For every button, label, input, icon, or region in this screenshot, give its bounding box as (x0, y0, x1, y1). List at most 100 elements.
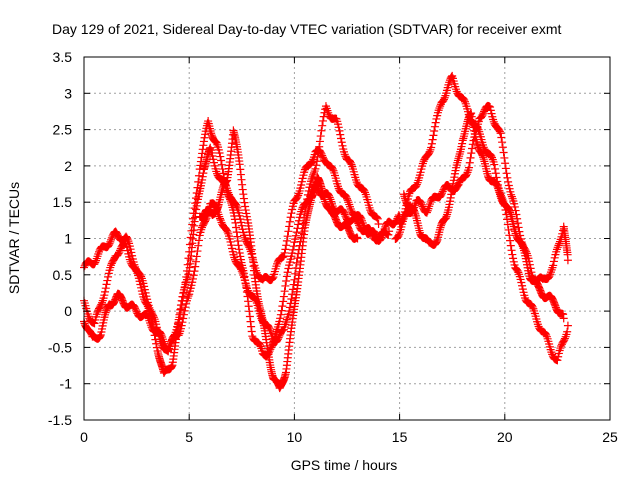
data-point (545, 271, 554, 280)
data-point (317, 126, 326, 135)
data-point (215, 149, 224, 158)
data-point (294, 220, 303, 229)
data-point (192, 189, 201, 198)
data-point (175, 313, 184, 322)
data-point (468, 116, 477, 125)
data-point (412, 180, 421, 189)
x-tick-label: 25 (602, 429, 618, 445)
data-point (518, 240, 527, 249)
data-point (193, 247, 202, 256)
data-point (84, 312, 93, 321)
data-point (361, 188, 370, 197)
data-point (274, 333, 283, 342)
data-point (467, 112, 476, 121)
data-point (309, 170, 318, 179)
data-point (283, 232, 292, 241)
data-point (312, 157, 321, 166)
data-point (131, 265, 140, 274)
data-point (500, 153, 509, 162)
data-point (320, 195, 329, 204)
data-point (151, 335, 160, 344)
data-point (367, 228, 376, 237)
y-tick-label: -1 (60, 376, 73, 392)
data-point (287, 209, 296, 218)
data-point (337, 138, 346, 147)
data-point (231, 255, 240, 264)
data-point (184, 254, 193, 263)
data-point (115, 248, 124, 257)
data-point (336, 134, 345, 143)
data-point (450, 173, 459, 182)
data-point (510, 202, 519, 211)
data-point (244, 297, 253, 306)
data-point (324, 108, 333, 117)
data-point (554, 241, 563, 250)
data-point (186, 233, 195, 242)
data-point (174, 331, 183, 340)
data-point (315, 137, 324, 146)
y-tick-label: 1 (64, 231, 72, 247)
data-point (499, 148, 508, 157)
data-point (528, 302, 537, 311)
data-point (219, 169, 228, 178)
data-point (316, 132, 325, 141)
data-point (285, 217, 294, 226)
data-point (236, 170, 245, 179)
data-point (507, 190, 516, 199)
data-point (490, 160, 499, 169)
data-point (425, 147, 434, 156)
data-point (513, 266, 522, 275)
data-point (309, 169, 318, 178)
data-point (255, 340, 264, 349)
data-point (328, 165, 337, 174)
data-point (447, 186, 456, 195)
data-point (184, 292, 193, 301)
data-point (235, 245, 244, 254)
data-point (455, 152, 464, 161)
data-point (100, 291, 109, 300)
data-point (542, 330, 551, 339)
data-point (177, 321, 186, 330)
x-tick-label: 20 (497, 429, 513, 445)
data-point (478, 151, 487, 160)
data-point (354, 219, 363, 228)
data-point (212, 138, 221, 147)
data-point (307, 158, 316, 167)
data-point (452, 87, 461, 96)
data-point (291, 269, 300, 278)
data-point (559, 314, 568, 323)
data-point (131, 305, 140, 314)
data-point (428, 135, 437, 144)
data-point (294, 191, 303, 200)
data-point (504, 181, 513, 190)
data-point (339, 208, 348, 217)
data-point (297, 177, 306, 186)
data-point (553, 243, 562, 252)
data-point (436, 223, 445, 232)
data-point (226, 195, 235, 204)
data-point (240, 233, 249, 242)
data-point (282, 277, 291, 286)
data-point (194, 177, 203, 186)
data-point (140, 295, 149, 304)
data-point (502, 169, 511, 178)
data-point (189, 271, 198, 280)
y-tick-label: -0.5 (48, 339, 72, 355)
data-point (276, 310, 285, 319)
data-point (554, 352, 563, 361)
data-point (372, 212, 381, 221)
data-point (367, 227, 376, 236)
data-point (494, 184, 503, 193)
data-point (182, 272, 191, 281)
data-point (282, 272, 291, 281)
data-point (489, 117, 498, 126)
data-point (399, 190, 408, 199)
data-point (291, 235, 300, 244)
data-point (563, 327, 572, 336)
data-point (553, 356, 562, 365)
x-tick-label: 10 (287, 429, 303, 445)
data-point (156, 329, 165, 338)
data-point (197, 153, 206, 162)
data-point (506, 241, 515, 250)
